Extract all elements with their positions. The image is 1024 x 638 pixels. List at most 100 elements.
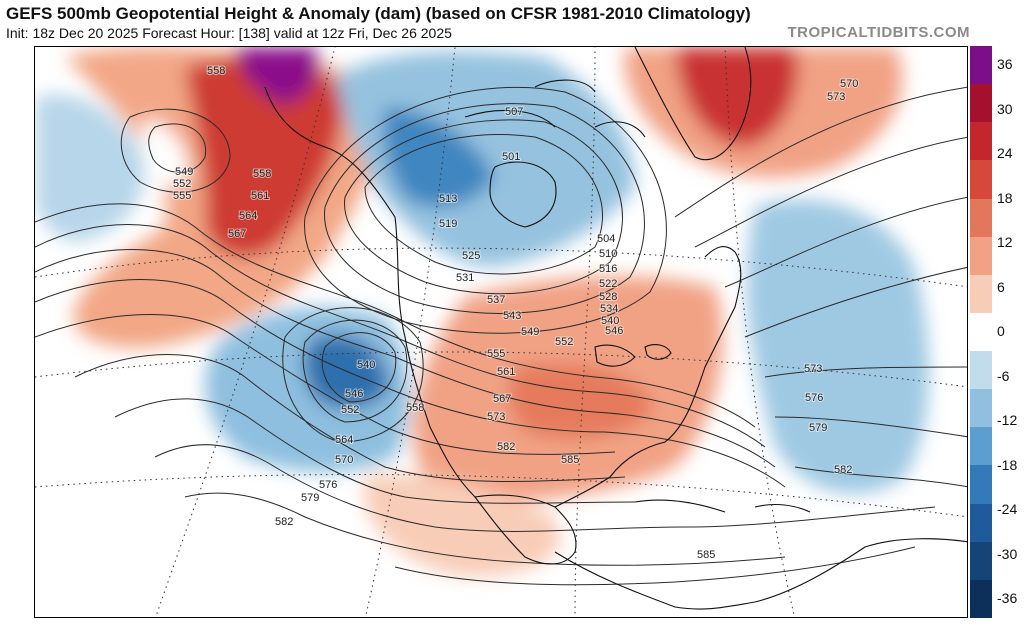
colorbar-swatch bbox=[970, 46, 992, 85]
contour-label: 513 bbox=[439, 193, 457, 205]
coastline-gulf bbox=[474, 494, 556, 508]
contour-label: 555 bbox=[173, 190, 191, 202]
colorbar-tick-label: -18 bbox=[997, 456, 1018, 473]
colorbar-swatch bbox=[970, 503, 992, 543]
anomaly-negative-canada-core bbox=[383, 107, 495, 208]
contour-label: 546 bbox=[345, 388, 363, 400]
coastlines bbox=[264, 47, 967, 610]
anomaly-positive-alaska-peak bbox=[235, 47, 319, 105]
contour-label: 516 bbox=[599, 263, 617, 275]
contour-label: 555 bbox=[487, 348, 505, 360]
contour-label: 528 bbox=[599, 291, 617, 303]
contour-label: 573 bbox=[487, 411, 505, 423]
contour-label: 522 bbox=[599, 278, 617, 290]
contour-label: 561 bbox=[497, 366, 515, 378]
coastline-hudson-bay bbox=[489, 161, 557, 228]
coastline-great-lakes bbox=[594, 344, 672, 367]
contour-label: 582 bbox=[497, 441, 515, 453]
colorbar-swatch bbox=[970, 541, 992, 581]
colorbar-tick-label: -30 bbox=[997, 545, 1018, 562]
contour-label: 582 bbox=[275, 516, 293, 528]
anomaly-positive-eastern-us-core bbox=[508, 363, 655, 439]
contour-label: 549 bbox=[175, 166, 193, 178]
contour-label: 585 bbox=[697, 549, 715, 561]
contour-label: 570 bbox=[840, 78, 858, 90]
colorbar-swatch bbox=[970, 465, 992, 505]
colorbar-swatch bbox=[970, 236, 992, 276]
colorbar-swatch bbox=[970, 351, 992, 390]
map-subtitle: Init: 18z Dec 20 2025 Forecast Hour: [13… bbox=[6, 25, 452, 41]
anomaly-negative-west-core bbox=[143, 117, 188, 186]
contour-label: 534 bbox=[600, 303, 618, 315]
contour-label: 561 bbox=[251, 190, 269, 202]
colorbar-swatch bbox=[970, 198, 992, 238]
coastline-cuba bbox=[634, 499, 811, 513]
contour-label: 501 bbox=[502, 151, 520, 163]
contour-label: 537 bbox=[487, 294, 505, 306]
anomaly-negative-canada bbox=[335, 51, 635, 267]
map-panel: 558 549 552 555 558 561 564 567 501 507 513 519 525 5… bbox=[34, 46, 968, 618]
colorbar-tick-label: 18 bbox=[997, 189, 1013, 206]
contour-label: 579 bbox=[809, 422, 827, 434]
coastline-south-america bbox=[754, 538, 967, 603]
anomaly-positive-mexico bbox=[363, 474, 561, 577]
colorbar-swatch bbox=[970, 579, 992, 619]
contour-label: 510 bbox=[599, 248, 617, 260]
contour-label: 540 bbox=[601, 315, 619, 327]
contour-label: 585 bbox=[561, 454, 579, 466]
colorbar-swatch bbox=[970, 312, 992, 352]
colorbar-tick-label: 36 bbox=[997, 56, 1013, 72]
colorbar: 36 30 24 18 12 6 0 -6 -12 -18 -24 -30 -36 bbox=[970, 46, 1024, 619]
contour-label: 519 bbox=[439, 218, 457, 230]
contour-label: 570 bbox=[335, 454, 353, 466]
colorbar-swatch bbox=[970, 160, 992, 200]
contour-label: 567 bbox=[493, 393, 511, 405]
contour-label: 507 bbox=[505, 106, 523, 118]
contour-label: 576 bbox=[319, 479, 337, 491]
contour-labels: 5585495525555585615645675015075135195255… bbox=[172, 64, 859, 562]
colorbar-tick-label: 6 bbox=[997, 278, 1005, 295]
contour-label: 558 bbox=[207, 65, 225, 77]
anomaly-shading bbox=[35, 47, 929, 577]
map-title: GEFS 500mb Geopotential Height & Anomaly… bbox=[6, 4, 751, 23]
height-contours bbox=[35, 86, 967, 586]
colorbar-swatch bbox=[970, 389, 992, 428]
contour-label: 543 bbox=[503, 310, 521, 322]
coastline-arctic-islands bbox=[464, 79, 646, 138]
colorbar-tick-label: -12 bbox=[997, 412, 1018, 428]
colorbar-swatch bbox=[970, 274, 992, 314]
colorbar-swatch bbox=[970, 427, 992, 466]
colorbar-swatch bbox=[970, 84, 992, 123]
contour-label: 525 bbox=[462, 250, 480, 262]
contour-label: 558 bbox=[406, 402, 424, 414]
anomaly-negative-west bbox=[35, 94, 146, 242]
colorbar-tick-label: 30 bbox=[997, 100, 1013, 117]
contour-label: 582 bbox=[834, 464, 852, 476]
coastline-north-america bbox=[264, 86, 742, 565]
anomaly-negative-atlantic bbox=[746, 199, 929, 494]
map-canvas: 5585495525555585615645675015075135195255… bbox=[35, 47, 967, 617]
contour-label: 552 bbox=[173, 178, 191, 190]
contour-label: 558 bbox=[253, 168, 271, 180]
contour-label: 531 bbox=[456, 272, 474, 284]
colorbar-swatch bbox=[970, 122, 992, 161]
colorbar-tick-label: 24 bbox=[997, 145, 1013, 161]
contour-label: 552 bbox=[555, 336, 573, 348]
contour-label: 579 bbox=[301, 492, 319, 504]
coastline-central-america bbox=[554, 551, 756, 610]
colorbar-tick-label: 0 bbox=[997, 323, 1005, 339]
contour-label: 573 bbox=[827, 91, 845, 103]
contour-label: 552 bbox=[341, 404, 359, 416]
watermark: TROPICALTIDBITS.COM bbox=[787, 24, 970, 41]
contour-label: 564 bbox=[335, 434, 353, 446]
contour-label: 573 bbox=[804, 363, 822, 375]
contour-label: 564 bbox=[239, 210, 257, 222]
contour-label: 504 bbox=[597, 233, 615, 245]
coastline-greenland bbox=[634, 47, 752, 161]
contour-label: 567 bbox=[228, 228, 246, 240]
contour-label: 576 bbox=[805, 392, 823, 404]
anomaly-negative-westcoast-core bbox=[303, 334, 390, 410]
colorbar-tick-label: -36 bbox=[997, 590, 1018, 606]
anomaly-positive-greenland-core bbox=[675, 47, 798, 147]
anomaly-positive-pacific-core bbox=[185, 58, 345, 258]
